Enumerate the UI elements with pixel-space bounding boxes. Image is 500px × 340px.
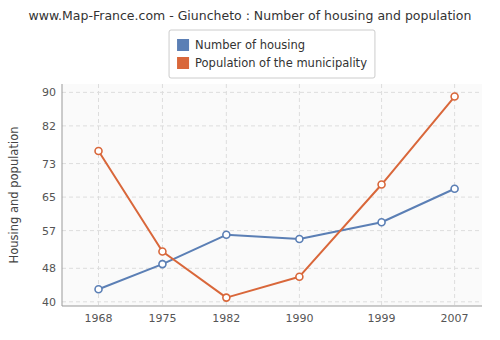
legend-box (169, 30, 375, 78)
legend-label: Population of the municipality (195, 56, 367, 70)
grid-line-y (62, 125, 482, 126)
grid-line-x (98, 84, 99, 306)
grid-line-x (381, 84, 382, 306)
y-tick-label: 90 (42, 86, 56, 99)
legend-label: Number of housing (195, 38, 305, 52)
y-tick-label: 73 (42, 158, 56, 171)
x-tick-label: 1982 (212, 312, 240, 325)
series-line (99, 97, 455, 298)
x-tick-label: 2007 (441, 312, 469, 325)
chart: www.Map-France.com - Giuncheto : Number … (0, 0, 500, 340)
point (451, 185, 458, 192)
title: www.Map-France.com - Giuncheto : Number … (29, 8, 472, 23)
x-axis-line (62, 306, 482, 307)
point (223, 294, 230, 301)
y-axis-line (62, 84, 63, 306)
point (296, 273, 303, 280)
y-tick-label: 65 (42, 191, 56, 204)
point (95, 286, 102, 293)
point (378, 181, 385, 188)
grid-line-y (62, 230, 482, 231)
grid-line-x (454, 84, 455, 306)
y-tick-label: 82 (42, 120, 56, 133)
series-group (95, 93, 458, 301)
point (296, 235, 303, 242)
x-tick-label: 1999 (368, 312, 396, 325)
legend-swatch (177, 57, 189, 69)
page: {"chart_data": { "type": "line", "title"… (0, 0, 500, 340)
grid-line-y (62, 301, 482, 302)
legend: Number of housing Population of the munic… (169, 30, 375, 78)
y-axis-label: Housing and population (7, 127, 21, 264)
plot-area (62, 84, 482, 306)
grid-line-x (226, 84, 227, 306)
x-tick-label: 1975 (148, 312, 176, 325)
grid-line-y (62, 197, 482, 198)
grid-line-y (62, 268, 482, 269)
series-line (99, 189, 455, 290)
grid (62, 84, 482, 306)
grid-line-y (62, 92, 482, 93)
point (159, 248, 166, 255)
grid-line-y (62, 163, 482, 164)
background (0, 0, 500, 340)
point (451, 93, 458, 100)
point (378, 219, 385, 226)
point (223, 231, 230, 238)
point (95, 148, 102, 155)
grid-line-x (162, 84, 163, 306)
point (159, 261, 166, 268)
legend-swatch (177, 39, 189, 51)
y-tick-label: 57 (42, 225, 56, 238)
y-tick-label: 40 (42, 296, 56, 309)
x-tick-label: 1968 (85, 312, 113, 325)
x-tick-label: 1990 (285, 312, 313, 325)
y-tick-label: 48 (42, 262, 56, 275)
